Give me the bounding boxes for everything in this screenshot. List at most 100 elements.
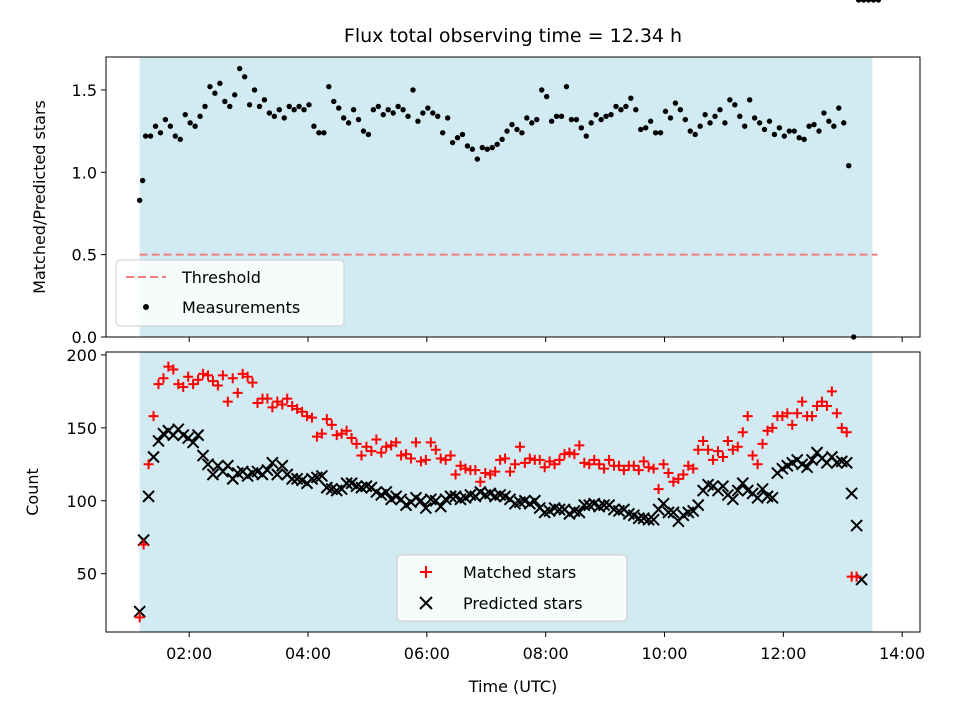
predicted-star-point — [340, 477, 353, 490]
bottom-panel: 50 100 150 200 02:00 04:00 06:00 08:00 10:00 12:… — [23, 346, 925, 696]
measurement-point — [702, 111, 708, 118]
measurement-point — [672, 100, 679, 106]
measurement-point — [202, 103, 208, 110]
matched-star-point — [509, 459, 520, 470]
matched-star-point — [376, 447, 387, 458]
measurement-point — [311, 123, 317, 129]
matched-star-point — [579, 457, 590, 468]
measurement-point — [628, 95, 634, 101]
matched-star-point — [717, 452, 728, 462]
matched-star-point — [341, 425, 352, 436]
measurement-point — [420, 110, 426, 116]
predicted-star-point — [271, 468, 284, 481]
matched-star-point — [306, 412, 317, 423]
matched-star-point — [460, 463, 471, 474]
legend-predicted-swatch — [419, 596, 433, 610]
predicted-star-point — [647, 513, 660, 526]
measurement-point — [801, 136, 807, 143]
measurement-point — [236, 65, 243, 72]
measurement-point — [172, 133, 179, 139]
bottom-legend: Matched stars Predicted stars — [396, 554, 628, 622]
matched-star-point — [321, 414, 332, 425]
predicted-star-point — [276, 459, 289, 472]
matched-star-point — [836, 422, 847, 433]
measurement-point — [623, 103, 629, 110]
measurement-point — [687, 128, 693, 134]
matched-star-point — [495, 454, 506, 465]
predicted-star-point — [221, 459, 235, 472]
matched-star-point — [193, 374, 204, 385]
measurement-point — [737, 113, 743, 119]
measurement-point — [340, 115, 347, 121]
matched-star-point — [153, 379, 164, 390]
matched-star-point — [554, 454, 565, 465]
matched-star-point — [183, 371, 194, 382]
measurement-point — [534, 116, 540, 123]
matched-star-point — [415, 456, 426, 467]
matched-star-point — [826, 386, 837, 397]
matched-star-point — [653, 484, 664, 495]
matched-star-point — [693, 444, 704, 455]
top-y-axis-label: Matched/Predicted stars — [30, 100, 49, 294]
predicted-star-point — [766, 491, 779, 505]
measurement-point — [385, 107, 391, 113]
measurement-point — [136, 197, 143, 203]
predicted-star-point — [142, 490, 155, 503]
bottom-legend-box — [396, 554, 628, 622]
matched-star-point — [356, 450, 367, 461]
matched-star-point — [841, 427, 852, 438]
legend-predicted-label: Predicted stars — [463, 594, 583, 613]
matched-star-point — [519, 457, 530, 468]
predicted-star-point — [285, 472, 299, 486]
predicted-star-point — [186, 436, 200, 449]
matched-star-point — [351, 438, 362, 449]
matched-star-point — [797, 396, 808, 407]
measurement-point — [222, 98, 228, 105]
measurement-point — [405, 113, 411, 119]
matched-star-point — [247, 377, 258, 388]
measurement-point — [771, 131, 778, 138]
measurement-point — [821, 110, 827, 116]
bottom-ytick-label: 150 — [66, 419, 97, 438]
matched-star-point — [420, 454, 431, 465]
predicted-star-point — [444, 490, 457, 503]
xtick-label: 04:00 — [285, 644, 331, 663]
predicted-star-point — [845, 487, 858, 500]
measurement-point — [593, 111, 599, 118]
bottom-y-axis-label: Count — [23, 468, 42, 516]
matched-star-point — [703, 444, 714, 455]
top-ytick-label: 0.0 — [72, 328, 97, 347]
xtick-label: 06:00 — [404, 644, 450, 663]
measurement-point — [439, 130, 446, 136]
measurement-point — [826, 118, 832, 124]
measurement-point — [177, 136, 183, 143]
xtick-label: 10:00 — [641, 644, 687, 663]
predicted-star-point — [691, 498, 705, 512]
matched-star-point — [757, 438, 768, 449]
measurement-point — [633, 107, 639, 113]
measurement-point — [618, 107, 624, 113]
measurement-point — [326, 83, 332, 90]
measurement-point — [167, 123, 174, 129]
chart-title: Flux total observing time = 12.34 h — [344, 25, 682, 47]
measurement-point — [479, 144, 486, 151]
measurement-point — [776, 125, 783, 131]
matched-star-point — [534, 454, 545, 465]
predicted-star-point — [840, 456, 853, 470]
matched-star-point — [787, 419, 798, 430]
matched-star-point — [232, 387, 243, 398]
predicted-star-point — [553, 503, 566, 516]
matched-star-point — [346, 433, 357, 444]
matched-star-point — [500, 453, 511, 464]
matched-star-point — [599, 463, 610, 474]
predicted-star-point — [434, 500, 447, 513]
measurement-point — [766, 118, 773, 124]
measurement-point — [187, 120, 193, 126]
measurement-point — [529, 120, 535, 126]
measurement-point — [444, 115, 451, 121]
matched-star-point — [559, 449, 570, 460]
measurement-point — [232, 92, 238, 98]
measurement-point — [425, 105, 431, 111]
measurement-point — [469, 146, 476, 152]
matched-star-point — [678, 469, 689, 480]
